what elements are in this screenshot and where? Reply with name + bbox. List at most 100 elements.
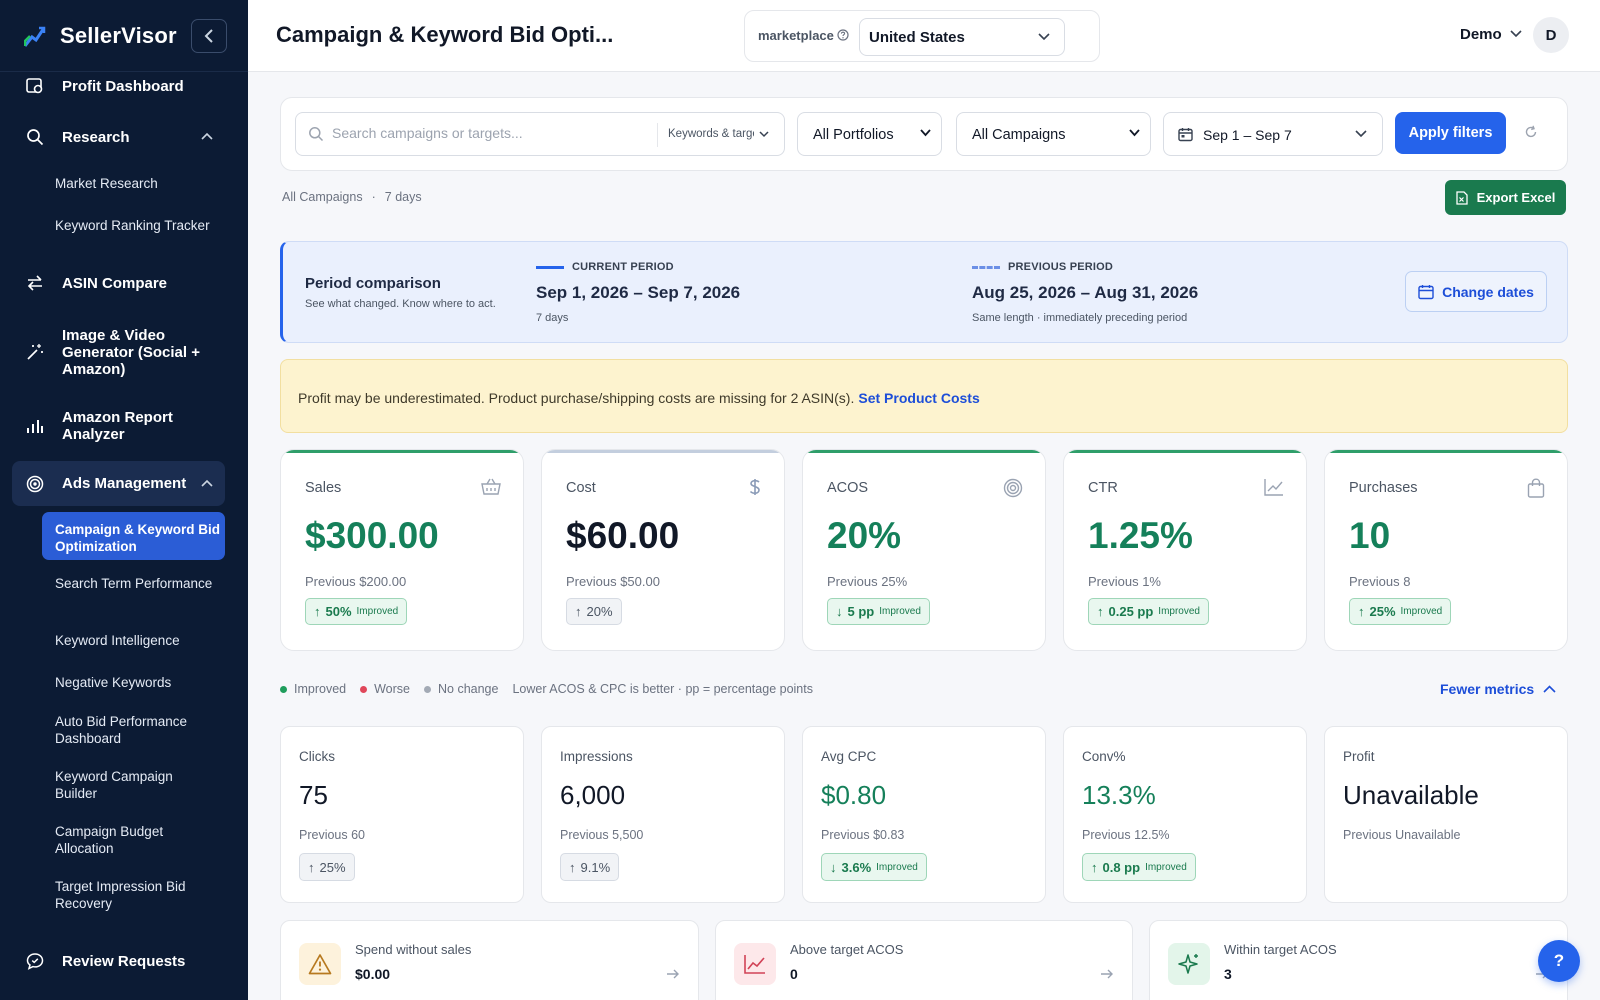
collapse-sidebar-button[interactable] bbox=[191, 19, 227, 53]
chevron-down-icon[interactable] bbox=[759, 131, 769, 138]
arrow-down-icon: ↓ bbox=[830, 859, 837, 875]
export-excel-button[interactable]: Export Excel bbox=[1445, 180, 1566, 215]
metric-value: Unavailable bbox=[1343, 780, 1479, 810]
improved-dot bbox=[280, 685, 287, 693]
sidebar-sub-keyword-campaign-builder[interactable]: Keyword Campaign Builder bbox=[55, 769, 173, 801]
sidebar-item-research[interactable]: Research bbox=[12, 126, 225, 148]
period-subtitle: See what changed. Know where to act. bbox=[305, 298, 496, 310]
portfolio-select[interactable]: All Portfolios bbox=[797, 112, 942, 156]
sidebar-sub-auto-bid-performance-dashboard[interactable]: Auto Bid Performance Dashboard bbox=[55, 714, 188, 746]
chevron-down-icon[interactable] bbox=[1510, 30, 1522, 38]
filter-bar: Keywords & targe All Portfolios All Camp… bbox=[280, 97, 1568, 171]
alert-label: Within target ACOS bbox=[1224, 942, 1337, 957]
chevron-up-icon bbox=[1543, 685, 1556, 693]
kpi-card-cost[interactable]: Cost $60.00 Previous $50.00 ↑ 20% bbox=[541, 449, 785, 651]
change-badge: ↑ 9.1% bbox=[560, 853, 620, 881]
kpi-card-acos[interactable]: ACOS 20% Previous 25% ↓ 5 pp Improved bbox=[802, 449, 1046, 651]
sidebar-sub-keyword-intelligence[interactable]: Keyword Intelligence bbox=[55, 633, 180, 648]
legend-improved: Improved bbox=[280, 682, 346, 696]
date-range-picker[interactable]: Sep 1 – Sep 7 bbox=[1163, 112, 1383, 156]
search-box: Keywords & targe bbox=[295, 112, 785, 156]
toggle-label: Fewer metrics bbox=[1440, 681, 1535, 697]
kpi-card-sales[interactable]: Sales $300.00 Previous $200.00 ↑ 50% Impro… bbox=[280, 449, 524, 651]
help-button[interactable]: ? bbox=[1538, 940, 1580, 982]
metric-previous: Previous $0.83 bbox=[821, 828, 905, 842]
change-status: Improved bbox=[1145, 861, 1187, 873]
sidebar-item-image-video-generator[interactable]: Image & Video Generator (Social + Amazon… bbox=[12, 325, 225, 379]
sidebar-item-ads-management[interactable]: Ads Management bbox=[12, 461, 225, 506]
metric-card-clicks[interactable]: Clicks 75 Previous 60 ↑ 25% bbox=[280, 726, 524, 903]
current-period-caption: CURRENT PERIOD bbox=[572, 261, 674, 273]
portfolio-value: All Portfolios bbox=[813, 127, 894, 143]
metric-card-profit[interactable]: Profit Unavailable Previous Unavailable bbox=[1324, 726, 1568, 903]
sidebar-sub-campaign-budget-allocation[interactable]: Campaign Budget Allocation bbox=[55, 824, 164, 856]
alert-card-spend-without-sales[interactable]: Spend without sales $0.00 bbox=[280, 920, 699, 1000]
search-mode-select[interactable]: Keywords & targe bbox=[668, 128, 754, 140]
avatar[interactable]: D bbox=[1533, 17, 1569, 53]
set-product-costs-link[interactable]: Set Product Costs bbox=[858, 390, 980, 406]
kpi-label: CTR bbox=[1088, 480, 1118, 496]
fewer-metrics-toggle[interactable]: Fewer metrics bbox=[1440, 681, 1556, 697]
previous-period-range: Aug 25, 2026 – Aug 31, 2026 bbox=[972, 283, 1199, 302]
card-accent bbox=[542, 450, 784, 453]
sidebar-item-label: Image & Video Generator (Social + Amazon… bbox=[62, 326, 200, 378]
sidebar-sub-search-term-performance[interactable]: Search Term Performance bbox=[55, 576, 213, 591]
export-label: Export Excel bbox=[1476, 190, 1556, 205]
search-input[interactable] bbox=[332, 125, 652, 141]
metric-card-impressions[interactable]: Impressions 6,000 Previous 5,500 ↑ 9.1% bbox=[541, 726, 785, 903]
sidebar-item-review-requests[interactable]: Review Requests bbox=[12, 950, 225, 972]
kpi-card-purchases[interactable]: Purchases 10 Previous 8 ↑ 25% Improved bbox=[1324, 449, 1568, 651]
metric-card-conv[interactable]: Conv% 13.3% Previous 12.5% ↑ 0.8 pp Improv… bbox=[1063, 726, 1307, 903]
current-period-range: Sep 1, 2026 – Sep 7, 2026 bbox=[536, 283, 741, 302]
help-circle-icon[interactable] bbox=[837, 29, 849, 41]
alert-card-within-target-acos[interactable]: Within target ACOS 3 bbox=[1149, 920, 1568, 1000]
change-dates-button[interactable]: Change dates bbox=[1405, 271, 1547, 312]
change-badge: ↑ 50% Improved bbox=[305, 598, 408, 625]
previous-period-caption: PREVIOUS PERIOD bbox=[1008, 261, 1114, 273]
card-accent bbox=[281, 450, 523, 453]
sidebar-item-amazon-report-analyzer[interactable]: Amazon Report Analyzer bbox=[12, 408, 225, 444]
change-value: 3.6% bbox=[841, 859, 872, 875]
sidebar-sub-market-research[interactable]: Market Research bbox=[55, 176, 158, 191]
arrow-up-icon: ↑ bbox=[1097, 604, 1104, 619]
sidebar-sub-target-impression-bid-recovery[interactable]: Target Impression Bid Recovery bbox=[55, 879, 186, 911]
metric-label: Impressions bbox=[560, 749, 633, 764]
kpi-label: Purchases bbox=[1349, 480, 1418, 496]
metric-previous: Previous 12.5% bbox=[1082, 828, 1170, 842]
breadcrumb-scope[interactable]: All Campaigns bbox=[282, 190, 363, 204]
refresh-icon[interactable] bbox=[1524, 125, 1538, 139]
sidebar-sub-negative-keywords[interactable]: Negative Keywords bbox=[55, 675, 172, 690]
period-title: Period comparison bbox=[305, 275, 441, 292]
divider bbox=[657, 123, 658, 147]
user-menu[interactable]: Demo bbox=[1460, 26, 1502, 43]
sidebar-item-label: Review Requests bbox=[62, 952, 186, 970]
campaign-select[interactable]: All Campaigns bbox=[956, 112, 1151, 156]
search-icon bbox=[309, 127, 324, 142]
chevron-up-icon bbox=[201, 479, 213, 487]
metric-label: Conv% bbox=[1082, 749, 1126, 764]
change-value: 9.1% bbox=[580, 859, 611, 875]
apply-filters-button[interactable]: Apply filters bbox=[1395, 112, 1506, 154]
legend-label: Worse bbox=[374, 682, 410, 696]
trend-chart-icon bbox=[1264, 479, 1283, 496]
metric-previous: Previous 5,500 bbox=[560, 828, 644, 842]
page-title: Campaign & Keyword Bid Opti... bbox=[276, 22, 614, 47]
sidebar-sub-campaign-keyword-bid-optimization[interactable]: Campaign & Keyword Bid Optimization bbox=[42, 512, 225, 560]
sidebar-item-label: Amazon Report Analyzer bbox=[62, 409, 173, 443]
sidebar-item-profit-dashboard[interactable]: Profit Dashboard bbox=[12, 75, 225, 97]
alert-card-above-target-acos[interactable]: Above target ACOS 0 bbox=[715, 920, 1133, 1000]
breadcrumb-days: 7 days bbox=[384, 190, 422, 204]
kpi-card-ctr[interactable]: CTR 1.25% Previous 1% ↑ 0.25 pp Improved bbox=[1063, 449, 1307, 651]
sidebar-item-asin-compare[interactable]: ASIN Compare bbox=[12, 272, 225, 294]
marketplace-dropdown[interactable]: United States bbox=[859, 18, 1065, 56]
missing-costs-warning: Profit may be underestimated. Product pu… bbox=[280, 359, 1568, 433]
metric-card-avg-cpc[interactable]: Avg CPC $0.80 Previous $0.83 ↓ 3.6% Improv… bbox=[802, 726, 1046, 903]
metric-previous: Previous Unavailable bbox=[1343, 828, 1461, 842]
current-period-note: 7 days bbox=[536, 312, 569, 324]
logo[interactable]: SellerVisor bbox=[0, 0, 248, 72]
change-value: 50% bbox=[325, 604, 352, 619]
sidebar-sub-keyword-ranking-tracker[interactable]: Keyword Ranking Tracker bbox=[55, 218, 210, 233]
breadcrumb-separator: · bbox=[371, 190, 376, 204]
period-comparison-panel: Period comparison See what changed. Know… bbox=[280, 241, 1568, 343]
arrow-up-icon: ↑ bbox=[314, 604, 321, 619]
